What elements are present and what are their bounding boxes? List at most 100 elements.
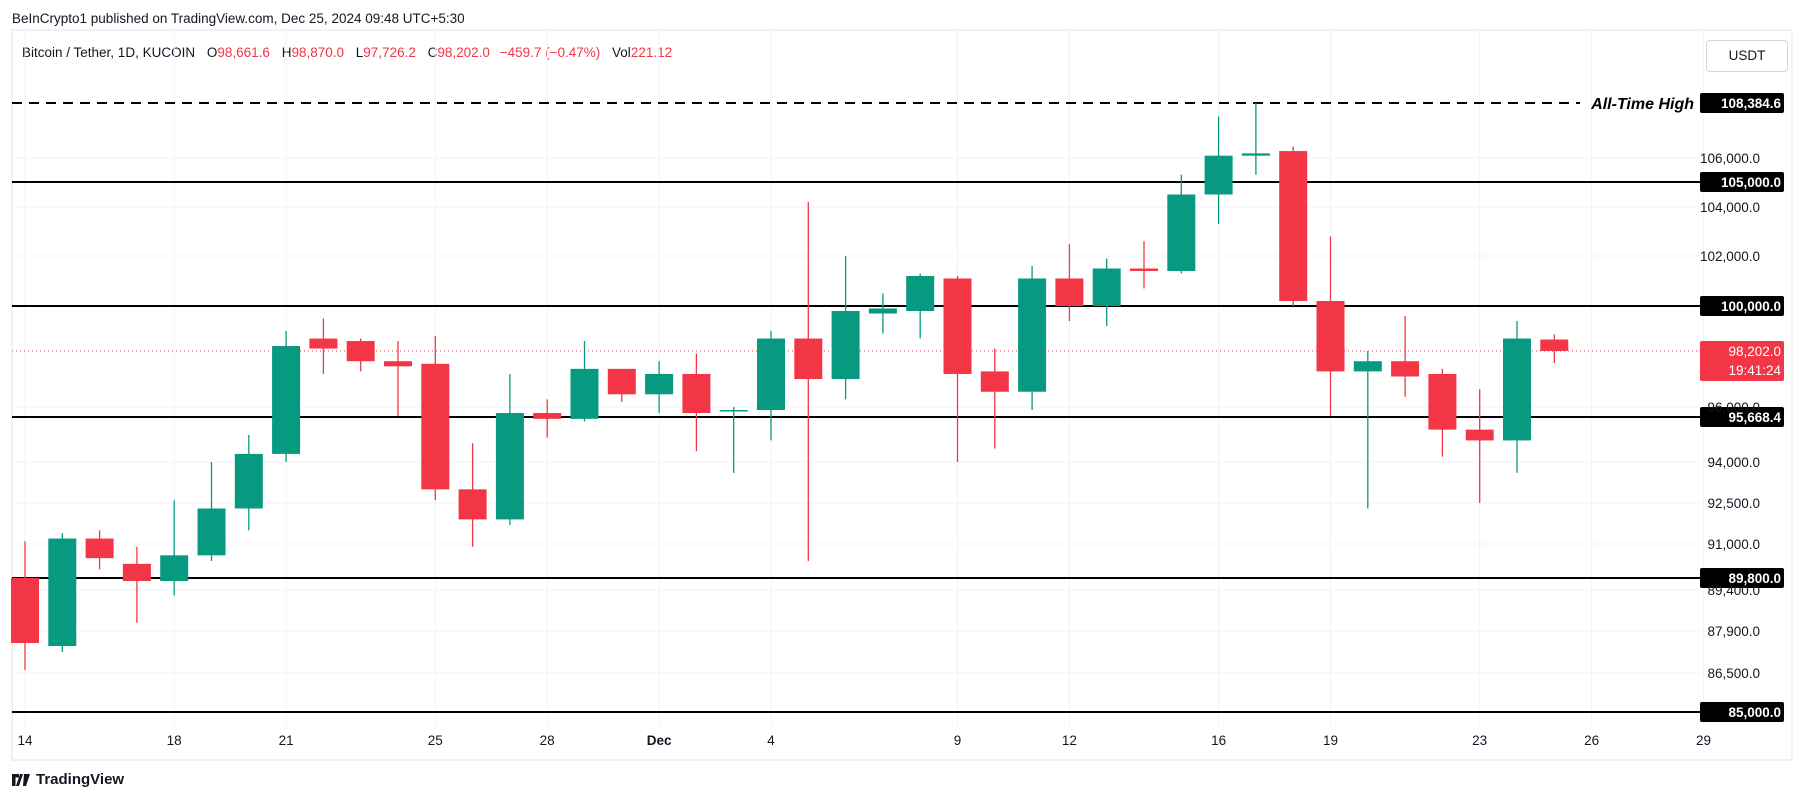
candle-body [197,508,226,556]
candle [757,331,785,441]
candle-body [757,338,785,411]
price-tick-label: 102,000.0 [1700,249,1760,264]
candle [607,368,636,402]
candle-body [1241,153,1270,156]
level-price-label: 100,000.0 [1721,299,1781,314]
candle-body [1316,301,1345,372]
level-price-tag [1700,296,1784,316]
level-price-tag [1700,407,1784,427]
candle-body [980,371,1009,392]
candle [1353,351,1382,509]
currency-button[interactable]: USDT [1706,40,1788,72]
price-tick-label: 92,500.0 [1707,496,1760,511]
time-tick-label: 4 [767,733,775,748]
candle-body [570,368,599,419]
candle [1241,103,1270,175]
candle-body [458,489,487,520]
candle [48,533,77,652]
price-tick-label: 91,000.0 [1707,537,1760,552]
level-price-label: 108,384.6 [1721,96,1782,111]
candle [122,546,151,623]
low-value: 97,726.2 [363,45,416,60]
candle [384,341,412,417]
candle-body [272,346,301,454]
candle-body [1018,278,1047,392]
candle-body [234,453,263,509]
close-value: 98,202.0 [437,45,490,60]
candle [11,541,39,670]
candle [533,399,562,438]
volume-label: Vol [612,45,631,60]
time-tick-label: 29 [1696,733,1711,748]
candle-body [1428,373,1457,430]
time-tick-label: 19 [1323,733,1338,748]
candle-body [1167,194,1196,271]
candle [906,273,935,339]
candle [1092,258,1121,327]
candle [831,256,860,400]
tradingview-footer[interactable]: TradingView [12,771,124,788]
candle-body [794,338,823,380]
time-tick-label: 9 [954,733,962,748]
candle [495,373,524,525]
candle-body [1055,278,1084,306]
candle-body [831,311,860,380]
time-tick-label: 23 [1472,733,1487,748]
candle-body [384,361,412,367]
level-price-tag [1700,568,1784,588]
level-price-label: 89,800.0 [1728,571,1781,586]
candle [794,202,823,561]
candle-body [1204,155,1233,195]
candle-body [346,341,375,362]
candle-body [1391,361,1420,377]
tradingview-brand: TradingView [36,771,125,788]
candle-body [682,373,711,414]
volume-value: 221.12 [630,45,673,60]
time-tick-label: Dec [647,733,672,748]
candle [682,353,711,452]
candle [980,348,1009,449]
price-tick-label: 87,900.0 [1707,624,1760,639]
ohlc-legend: Bitcoin / Tether, 1D, KUCOIN O98,661.6 H… [22,45,672,60]
level-price-label: 95,668.4 [1728,410,1781,425]
candle-body [11,578,39,643]
current-price-tag [1700,341,1784,381]
candle [1465,389,1494,503]
candle-body [1130,268,1158,271]
time-tick-label: 14 [17,733,33,748]
candle [421,336,450,501]
price-tick-label: 94,000.0 [1707,455,1760,470]
candle [85,530,114,570]
candle-body [495,413,524,520]
candle [1503,321,1531,473]
price-tick-label: 89,400.0 [1707,583,1760,598]
candle [1428,368,1457,457]
close-label: C [427,45,438,60]
candle [943,276,972,462]
candle [868,293,897,334]
symbol-label[interactable]: Bitcoin / Tether, 1D, KUCOIN [22,45,196,60]
open-value: 98,661.6 [217,45,270,60]
tradingview-logo-icon [12,773,30,786]
candle-body [943,278,972,374]
candle-body [1540,339,1569,351]
price-axis: 106,000.0 104,000.0 102,000.0 96,000.0 94,00… [1700,151,1760,681]
candle-body [122,563,151,581]
candle [1055,243,1084,322]
candle [1204,116,1233,225]
price-tick-label: 106,000.0 [1700,151,1760,166]
high-value: 98,870.0 [291,45,344,60]
level-price-label: 85,000.0 [1728,705,1781,720]
level-annotation: All-Time High [1590,96,1694,113]
open-label: O [206,45,218,60]
level-price-tag [1700,93,1784,113]
candle-body [533,413,562,419]
candle [458,443,487,547]
candle [1130,241,1158,289]
candle [1391,316,1420,397]
time-tick-label: 12 [1062,733,1077,748]
high-label: H [281,45,292,60]
candle [645,361,674,414]
candle-body [48,538,77,646]
